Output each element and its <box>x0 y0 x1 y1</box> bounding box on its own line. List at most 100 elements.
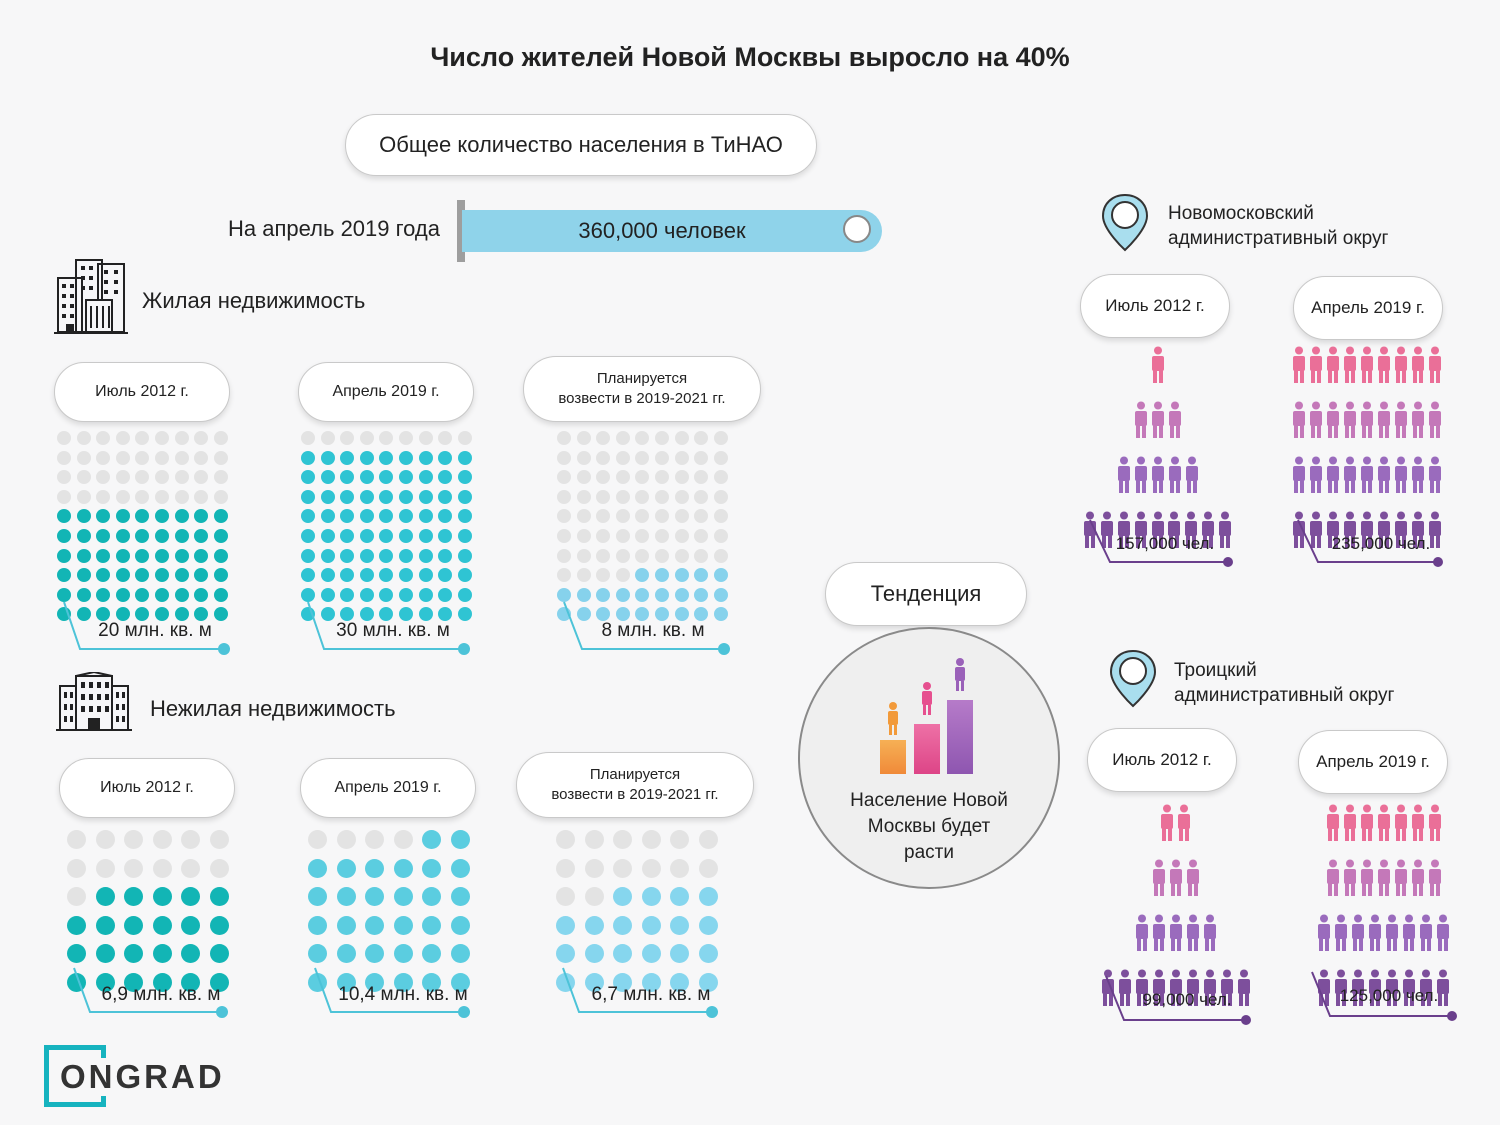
person-icon <box>1376 456 1393 499</box>
dot <box>301 528 315 543</box>
dot <box>57 489 71 504</box>
dot <box>95 830 115 849</box>
page-title: Число жителей Новой Москвы выросло на 40… <box>430 42 1070 72</box>
dot <box>152 972 172 992</box>
dot <box>398 568 413 583</box>
person-icon <box>1376 401 1393 444</box>
dot <box>398 509 413 524</box>
dot <box>194 489 209 504</box>
person-icon <box>1342 346 1359 389</box>
dot <box>340 489 355 504</box>
population-bar-knob <box>843 215 871 243</box>
dot <box>301 450 315 465</box>
person-icon <box>1325 456 1342 499</box>
dot <box>654 431 669 445</box>
dot <box>694 431 709 445</box>
person-icon <box>1427 859 1444 902</box>
dot <box>379 509 394 524</box>
dot <box>340 528 355 543</box>
dot <box>670 944 689 963</box>
dot <box>57 470 71 485</box>
dot <box>57 587 71 602</box>
person-icon <box>1134 969 1151 1012</box>
dot <box>301 489 315 504</box>
dot <box>320 470 335 485</box>
district-2-name-line1: Троицкий <box>1174 660 1257 681</box>
dot <box>438 528 453 543</box>
dot <box>76 548 91 563</box>
dot <box>418 450 433 465</box>
dot <box>674 509 689 524</box>
district-1-value-2019: 235,000 чел. <box>1331 534 1431 553</box>
dot <box>336 972 356 992</box>
dot <box>670 915 689 935</box>
population-bar-tick <box>457 200 465 262</box>
dot <box>635 450 650 465</box>
dot <box>641 858 661 878</box>
dot <box>308 944 327 963</box>
dot <box>365 830 384 849</box>
nonresidential-leader-planned <box>562 967 718 1018</box>
dot <box>365 858 384 878</box>
dot <box>641 944 661 963</box>
person-icon <box>1410 401 1427 444</box>
dot <box>556 915 575 935</box>
person-icon <box>1308 511 1325 554</box>
dot <box>340 568 355 583</box>
person-icon <box>1401 914 1418 957</box>
dot <box>438 607 453 622</box>
dot <box>398 587 413 602</box>
dot <box>654 509 669 524</box>
dot <box>613 915 632 935</box>
district-1-people-2012 <box>1082 346 1234 566</box>
dot <box>194 431 209 445</box>
dot <box>76 509 91 524</box>
person-icon <box>1184 456 1201 499</box>
person-icon <box>1202 914 1219 957</box>
dot <box>135 450 150 465</box>
dot <box>96 568 111 583</box>
trend-text-line2: Москвы будет <box>867 816 991 837</box>
dot <box>154 587 169 602</box>
dot <box>95 972 115 992</box>
dot <box>584 972 604 992</box>
person-icon <box>1150 346 1167 389</box>
dot <box>584 915 604 935</box>
dot <box>379 450 394 465</box>
dot <box>365 972 384 992</box>
office-building-icon <box>56 672 132 731</box>
dot <box>635 509 650 524</box>
dot <box>154 548 169 563</box>
dot <box>308 887 327 906</box>
person-icon <box>1168 859 1185 902</box>
district-1-leader-2019 <box>1297 519 1443 567</box>
dot <box>96 431 111 445</box>
residential-planned-line2: возвести в 2019-2021 гг. <box>558 390 726 407</box>
dot <box>213 509 228 524</box>
person-icon <box>1393 511 1410 554</box>
person-icon <box>1219 969 1236 1012</box>
dot <box>320 489 335 504</box>
dot <box>670 858 689 878</box>
dot <box>96 450 111 465</box>
dot <box>174 509 189 524</box>
person-icon <box>1350 914 1367 957</box>
person-icon <box>1185 969 1202 1012</box>
person-icon <box>1393 859 1410 902</box>
dot <box>596 489 611 504</box>
dot <box>457 607 472 622</box>
dot <box>209 915 229 935</box>
person-icon <box>1217 511 1234 554</box>
dot <box>67 830 86 849</box>
dot <box>418 431 433 445</box>
dot <box>615 548 630 563</box>
dot <box>308 830 327 849</box>
residential-label-planned: Планируется возвести в 2019-2021 гг. <box>523 356 761 422</box>
dot <box>154 489 169 504</box>
dot <box>438 470 453 485</box>
dot <box>76 568 91 583</box>
dot <box>76 470 91 485</box>
dot <box>213 568 228 583</box>
person-icon <box>1117 969 1134 1012</box>
dot <box>174 528 189 543</box>
